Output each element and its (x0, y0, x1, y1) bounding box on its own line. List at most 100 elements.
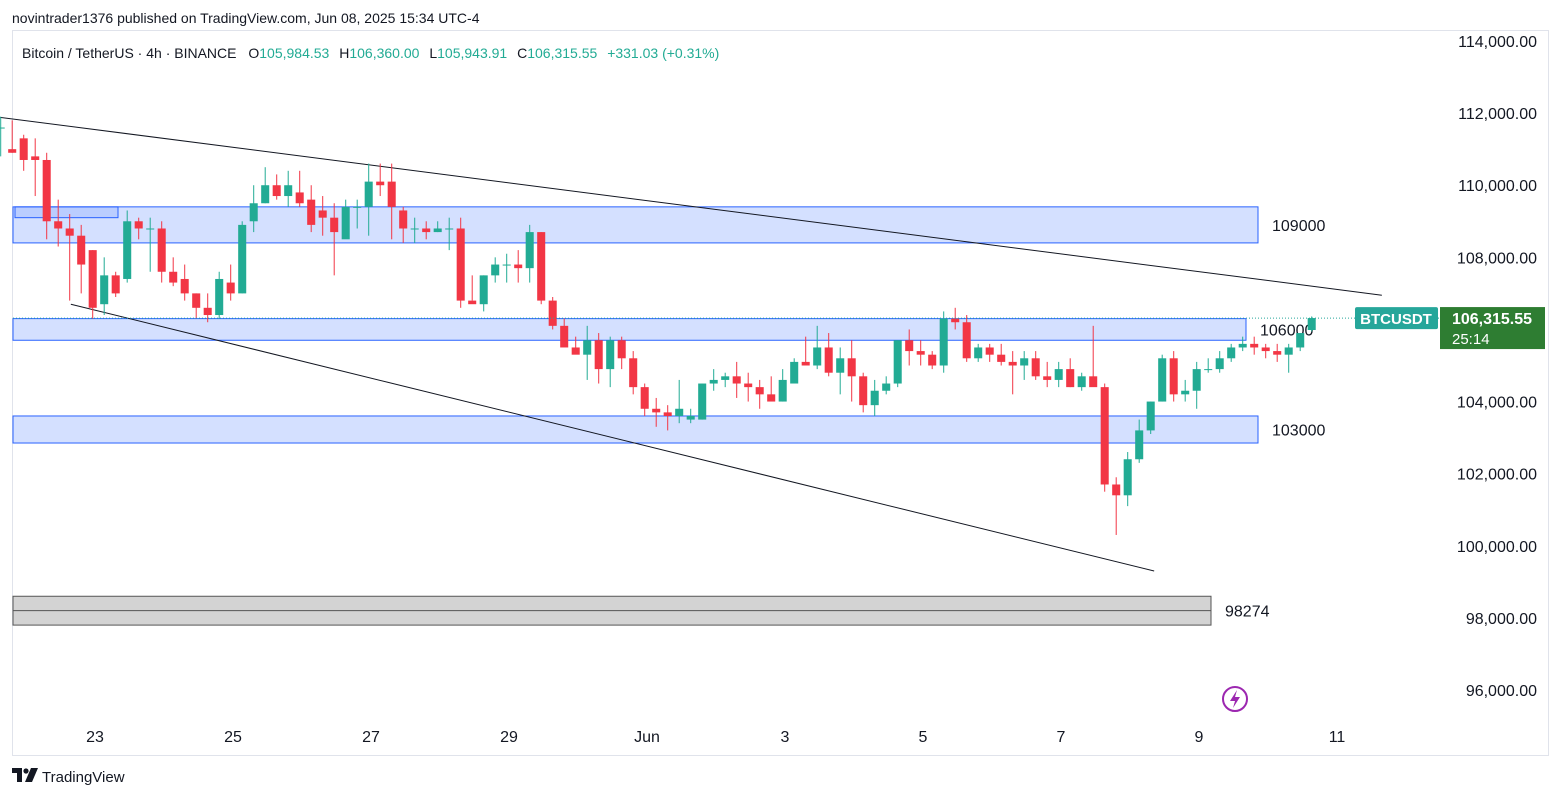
candle-body (629, 358, 638, 388)
candle-body (19, 138, 28, 160)
candle-body (571, 347, 580, 355)
zone-label-109000: 109000 (1272, 218, 1325, 235)
candle-body (238, 224, 247, 294)
candle-body (1273, 351, 1282, 355)
zone-103000 (12, 415, 1259, 444)
y-tick-label: 108,000.00 (1457, 250, 1537, 267)
candle-body (675, 408, 684, 416)
candle-body (1135, 430, 1144, 460)
candle-body (583, 340, 592, 355)
candle-body (479, 275, 488, 305)
candle-body (997, 354, 1006, 362)
candle-body (1261, 347, 1270, 352)
publisher-line: novintrader1376 published on TradingView… (12, 10, 480, 26)
candle-body (249, 203, 258, 222)
candle-body (778, 379, 787, 402)
candle-body (1192, 369, 1201, 391)
candle-body (192, 293, 201, 308)
y-tick-label: 110,000.00 (1458, 178, 1537, 195)
candle-body (376, 181, 385, 186)
candle-body (134, 221, 143, 229)
candle-body (801, 361, 810, 366)
candle-body (1146, 401, 1155, 431)
footer-brand[interactable]: TradingView (12, 768, 125, 787)
candle-body (617, 340, 626, 359)
x-tick-label: 25 (224, 729, 242, 746)
candle-body (985, 347, 994, 355)
candle-body (939, 318, 948, 366)
candle-body (8, 149, 17, 153)
candle-body (42, 159, 51, 222)
candle-body (1284, 347, 1293, 355)
candle-body (1169, 358, 1178, 395)
candle-body (284, 185, 293, 197)
candle-body (502, 264, 511, 266)
candle-body (1020, 358, 1029, 366)
candle-body (123, 221, 132, 279)
candle-body (1296, 333, 1305, 348)
candle-body (261, 185, 270, 204)
zone-label-103000: 103000 (1272, 422, 1325, 439)
candle-body (709, 379, 718, 384)
tradingview-logo-icon (12, 768, 38, 787)
candle-body (1066, 369, 1075, 388)
x-tick-label: 3 (781, 729, 790, 746)
candle-body (606, 340, 615, 370)
candle-body (387, 181, 396, 207)
x-tick-label: 9 (1195, 729, 1204, 746)
candle-body (111, 275, 120, 294)
candle-body (1089, 376, 1098, 388)
candle-body (732, 376, 741, 384)
price-tag (1440, 307, 1545, 350)
candle-body (1054, 369, 1063, 380)
candle-body (652, 408, 661, 413)
candle-body (100, 275, 109, 305)
close-label: C (517, 45, 528, 61)
candle-body (88, 250, 97, 308)
candle-body (226, 282, 235, 294)
high-label: H (339, 45, 350, 61)
open-label: O (248, 45, 260, 61)
x-tick-label: 7 (1057, 729, 1066, 746)
candle-body (882, 383, 891, 391)
candle-body (157, 228, 166, 272)
zone-109000 (12, 206, 1259, 244)
y-tick-label: 96,000.00 (1466, 683, 1537, 700)
candle-body (790, 361, 799, 384)
candle-body (1307, 318, 1316, 331)
zone-label-106000: 106000 (1260, 322, 1313, 339)
chart-legend: Bitcoin / TetherUS · 4h · BINANCE O105,9… (22, 45, 719, 61)
candle-body (1204, 369, 1213, 371)
candle-body (54, 221, 63, 229)
candle-body (445, 228, 454, 230)
candle-body (433, 228, 442, 233)
y-tick-label: 102,000.00 (1457, 467, 1537, 484)
candle-body (422, 228, 431, 233)
candle-body (928, 354, 937, 366)
zone-109000-inner (14, 206, 119, 219)
low-label: L (429, 45, 438, 61)
candle-body (836, 358, 845, 373)
candle-body (813, 347, 822, 366)
candle-body (180, 278, 189, 294)
candle-body (1077, 376, 1086, 388)
candle-body (951, 318, 960, 323)
candle-body (640, 387, 649, 409)
x-tick-label: 23 (86, 729, 104, 746)
price-chart[interactable]: 114,000.00 112,000.00 110,000.00 108,000.00… (0, 0, 1563, 760)
symbol-label: Bitcoin / TetherUS · 4h · BINANCE (22, 45, 237, 61)
y-tick-label: 98,000.00 (1466, 611, 1537, 628)
low-value: 105,943.91 (437, 45, 508, 61)
candle-body (767, 394, 776, 402)
x-tick-label: 11 (1329, 729, 1346, 746)
open-value: 105,984.53 (259, 45, 330, 61)
candle-body (1181, 390, 1190, 395)
candle-body (77, 235, 86, 265)
candle-body (491, 264, 500, 276)
candle-body (548, 300, 557, 326)
candle-body (1100, 387, 1109, 485)
candle-body (859, 376, 868, 406)
y-tick-label: 104,000.00 (1457, 395, 1537, 412)
y-tick-label: 114,000.00 (1458, 34, 1537, 51)
x-tick-label: 29 (500, 729, 518, 746)
